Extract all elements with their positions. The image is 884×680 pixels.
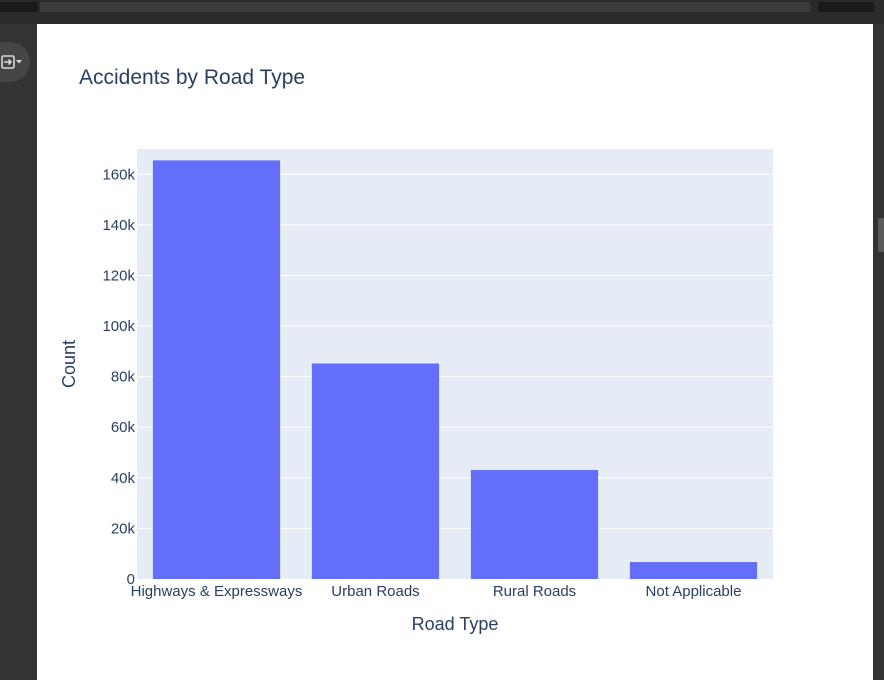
bar[interactable] (629, 562, 758, 579)
sidebar-toggle-icon (1, 55, 22, 69)
bar[interactable] (311, 363, 440, 579)
chart-title: Accidents by Road Type (79, 66, 306, 89)
x-axis-title: Road Type (412, 614, 499, 634)
x-tick-label: Rural Roads (493, 583, 576, 600)
x-tick-label: Highways & Expressways (131, 583, 303, 600)
top-bar-right-segment (818, 2, 874, 12)
y-tick-label: 60k (111, 419, 136, 436)
y-tick-label: 140k (102, 217, 135, 234)
bar-chart: 0 20k 40k 60k 80k 100k 120k 140k 160k Highways &… (59, 149, 773, 634)
y-axis-title: Count (59, 340, 79, 388)
y-tick-label: 160k (102, 166, 135, 183)
panel-resize-handle[interactable] (878, 218, 884, 252)
y-tick-label: 100k (102, 318, 135, 335)
x-tick-label: Urban Roads (331, 583, 419, 600)
x-axis-ticks: Highways & Expressways Urban Roads Rural R… (131, 583, 742, 600)
y-tick-label: 120k (102, 267, 135, 284)
bars (152, 160, 758, 579)
sidebar-toggle-button[interactable] (0, 42, 30, 82)
x-tick-label: Not Applicable (646, 583, 742, 600)
y-tick-label: 40k (111, 470, 136, 487)
top-bar-left-segment (0, 2, 38, 12)
bar[interactable] (470, 469, 599, 579)
top-bar-tab-strip (40, 2, 810, 12)
window-top-bar (0, 0, 884, 24)
bar[interactable] (152, 160, 281, 579)
y-tick-label: 20k (111, 520, 136, 537)
chart-panel: Accidents by Road Type 0 20k 40k 60k 80k 100k… (37, 24, 873, 680)
y-tick-label: 80k (111, 369, 136, 386)
y-axis-ticks: 0 20k 40k 60k 80k 100k 120k 140k 160k (102, 166, 135, 588)
y-tick-label: 0 (127, 571, 135, 588)
